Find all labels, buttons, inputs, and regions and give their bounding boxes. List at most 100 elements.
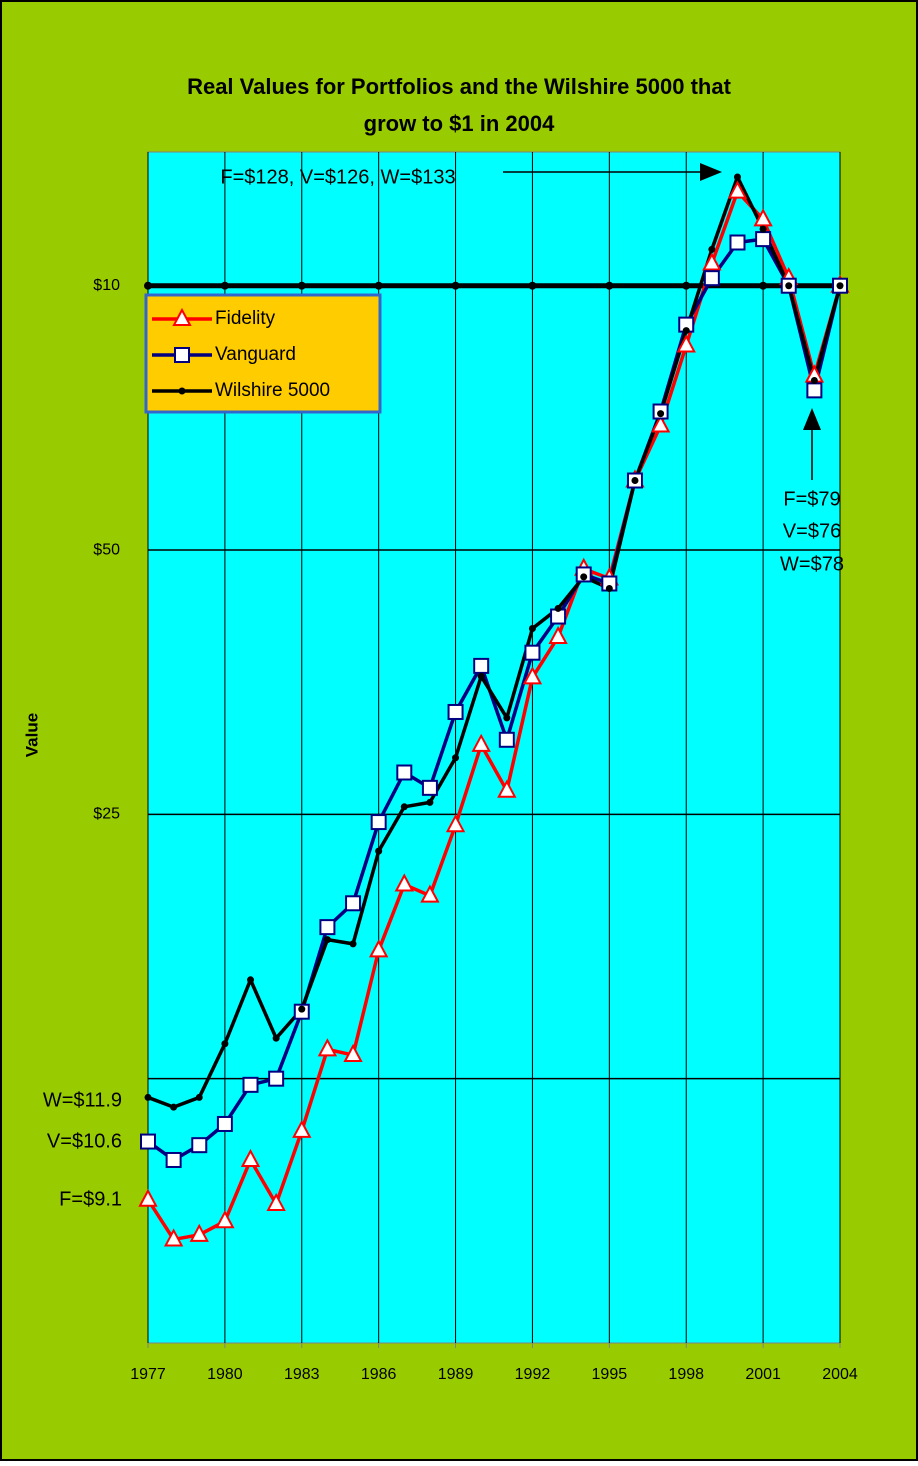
marker	[522, 666, 543, 685]
marker	[323, 936, 331, 944]
legend-label: Wilshire 5000	[215, 380, 330, 401]
series-line	[147, 175, 842, 1109]
marker	[163, 1228, 184, 1247]
marker	[394, 873, 414, 892]
legend: Fidelity Vanguard Wilshire 5000	[144, 293, 382, 414]
marker	[452, 754, 460, 762]
marker	[400, 803, 408, 811]
marker	[345, 895, 362, 912]
annotation: V=$76	[783, 520, 841, 542]
reference-dot	[374, 281, 383, 290]
marker	[266, 1192, 286, 1211]
marker	[268, 1070, 285, 1087]
marker	[170, 1103, 178, 1111]
annotation: F=$9.1	[59, 1188, 122, 1210]
marker	[498, 731, 515, 748]
reference-dot	[605, 281, 614, 290]
marker	[785, 282, 793, 290]
marker	[631, 477, 639, 485]
marker	[447, 703, 464, 720]
marker	[477, 672, 485, 680]
reference-dot	[759, 281, 768, 290]
arrow-head	[700, 163, 722, 181]
marker	[216, 1115, 233, 1132]
marker	[144, 1093, 152, 1101]
marker	[810, 376, 818, 384]
marker	[426, 798, 434, 806]
marker	[215, 1210, 235, 1229]
marker	[650, 414, 671, 433]
marker	[396, 764, 413, 781]
marker	[753, 208, 773, 227]
marker	[759, 225, 767, 233]
chart-title: Real Values for Portfolios and the Wilsh…	[187, 74, 732, 99]
marker	[471, 733, 491, 752]
marker	[554, 604, 562, 612]
marker	[702, 252, 722, 271]
marker	[221, 1040, 229, 1048]
annotation: W=$78	[780, 553, 844, 575]
marker	[836, 282, 844, 290]
marker	[298, 1005, 306, 1013]
annotation: F=$128, V=$126, W=$133	[220, 166, 455, 188]
marker	[195, 1093, 203, 1101]
marker	[343, 1043, 363, 1063]
annotation: V=$10.6	[47, 1130, 122, 1152]
marker	[528, 625, 536, 633]
marker	[247, 976, 255, 984]
x-tick-label: 1980	[207, 1366, 243, 1383]
marker	[605, 585, 613, 593]
marker	[473, 657, 490, 674]
marker	[292, 1119, 312, 1138]
reference-dot	[144, 281, 152, 290]
marker	[676, 334, 696, 353]
marker	[733, 173, 741, 181]
x-tick-label: 1983	[284, 1366, 320, 1383]
x-tick-label: 1995	[592, 1366, 628, 1383]
y-tick-label: $25	[93, 806, 120, 823]
marker	[708, 245, 716, 253]
marker	[806, 382, 823, 399]
marker	[657, 410, 665, 418]
marker	[421, 779, 438, 796]
marker	[138, 1188, 158, 1207]
marker	[727, 180, 748, 199]
marker	[370, 814, 387, 831]
arrow-head	[803, 408, 821, 430]
y-axis-label: Value	[22, 713, 41, 757]
x-tick-label: 1992	[515, 1366, 551, 1383]
x-tick-label: 1977	[130, 1366, 166, 1383]
marker	[368, 939, 389, 958]
reference-dot	[220, 281, 229, 290]
legend-label: Fidelity	[215, 308, 276, 329]
marker	[703, 270, 720, 287]
marker	[242, 1076, 259, 1093]
x-tick-label: 1986	[361, 1366, 397, 1383]
marker	[172, 307, 192, 326]
x-tick-label: 2001	[745, 1366, 781, 1383]
marker	[174, 347, 190, 363]
marker	[178, 387, 186, 395]
marker	[497, 779, 517, 798]
marker	[420, 884, 440, 903]
marker	[729, 234, 746, 251]
marker	[165, 1151, 182, 1168]
marker	[140, 1133, 156, 1150]
marker	[445, 814, 466, 833]
marker	[524, 644, 541, 661]
marker	[755, 231, 772, 248]
annotation: W=$11.9	[43, 1089, 122, 1111]
marker	[682, 327, 690, 335]
reference-dot	[297, 281, 306, 290]
annotation: F=$79	[783, 488, 840, 510]
marker	[503, 714, 511, 722]
marker	[375, 847, 383, 855]
y-tick-label: $50	[93, 541, 120, 558]
marker	[240, 1148, 261, 1167]
series-line	[146, 237, 842, 1162]
marker	[319, 919, 336, 936]
reference-dot	[682, 281, 691, 290]
marker	[317, 1038, 338, 1057]
marker	[272, 1034, 280, 1042]
